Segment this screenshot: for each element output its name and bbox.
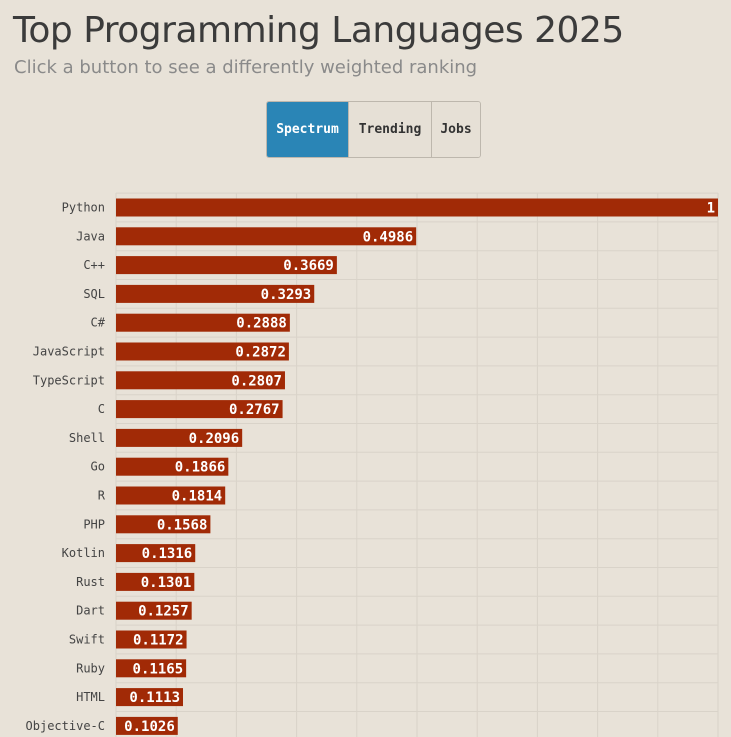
bar [116,284,315,303]
value-label: 0.3669 [283,258,334,274]
category-label: JavaScript [33,345,105,359]
bar-row: Python 1 [62,198,718,217]
bar-row: Shell 0.2096 [69,428,243,447]
bar-row: C# 0.2888 [91,313,290,332]
category-label: Java [76,229,105,243]
bar [116,371,285,390]
category-label: C [98,402,105,416]
bar [116,198,718,217]
category-label: Swift [69,633,105,647]
value-label: 0.1113 [129,690,180,706]
category-label: Rust [76,575,105,589]
category-label: Kotlin [62,546,105,560]
bar-row: Ruby 0.1165 [76,659,187,678]
value-label: 0.1316 [142,546,193,562]
bar-row: R 0.1814 [98,486,226,505]
jobs-button[interactable]: Jobs [432,102,480,157]
value-label: 0.2807 [231,373,282,389]
bar [116,716,178,735]
bar-row: Objective-C 0.1026 [26,716,178,735]
category-label: PHP [83,517,105,531]
value-label: 0.1026 [124,719,175,735]
bar-row: Dart 0.1257 [76,601,192,620]
bar-row: JavaScript 0.2872 [33,342,289,361]
trending-button[interactable]: Trending [349,102,432,157]
page-title: Top Programming Languages 2025 [13,10,624,51]
bar-row: C++ 0.3669 [83,256,337,275]
bar-row: SQL 0.3293 [83,284,315,303]
value-label: 0.1257 [138,604,189,620]
bar-row: TypeScript 0.2807 [33,371,285,390]
bar-row: Kotlin 0.1316 [62,544,196,563]
category-label: R [98,489,106,503]
value-label: 0.1165 [133,661,184,677]
bar [116,256,337,275]
value-label: 0.4986 [363,229,414,245]
bar-row: Java 0.4986 [76,227,417,246]
category-label: Ruby [76,661,105,675]
bar [116,572,195,591]
bar-row: HTML 0.1113 [76,688,184,707]
value-label: 0.1172 [133,633,184,649]
category-label: Shell [69,431,105,445]
value-label: 0.2096 [189,431,240,447]
category-label: C++ [83,258,105,272]
bar [116,486,226,505]
bar [116,544,196,563]
value-label: 0.2888 [236,316,287,332]
bar [116,630,187,649]
bar-row: PHP 0.1568 [83,515,211,534]
value-label: 0.1568 [157,517,208,533]
page-subtitle: Click a button to see a differently weig… [14,57,478,78]
bar-row: C 0.2767 [98,400,283,419]
category-label: Python [62,201,105,215]
bar-row: Swift 0.1172 [69,630,187,649]
spectrum-button[interactable]: Spectrum [267,102,349,157]
category-label: Dart [76,604,105,618]
bar-row: Rust 0.1301 [76,572,195,591]
bar [116,457,229,476]
bar-row: Go 0.1866 [91,457,229,476]
bar [116,428,243,447]
value-label: 0.1814 [172,489,223,505]
value-label: 0.2767 [229,402,280,418]
category-label: Objective-C [26,719,105,733]
bar [116,688,184,707]
bar [116,400,283,419]
bar [116,515,211,534]
category-label: HTML [76,690,105,704]
value-label: 0.3293 [261,287,312,303]
bar [116,659,187,678]
category-label: C# [91,316,106,330]
category-label: TypeScript [33,373,105,387]
bar [116,342,289,361]
value-label: 0.1866 [175,460,226,476]
bar [116,227,417,246]
category-label: Go [91,460,105,474]
ranking-button-group: Spectrum Trending Jobs [266,101,481,158]
value-label: 1 [707,201,715,217]
bar [116,313,290,332]
value-label: 0.1301 [141,575,192,591]
horizontal-gridlines [116,192,718,712]
category-label: SQL [83,287,105,301]
bar [116,601,192,620]
value-label: 0.2872 [235,345,286,361]
